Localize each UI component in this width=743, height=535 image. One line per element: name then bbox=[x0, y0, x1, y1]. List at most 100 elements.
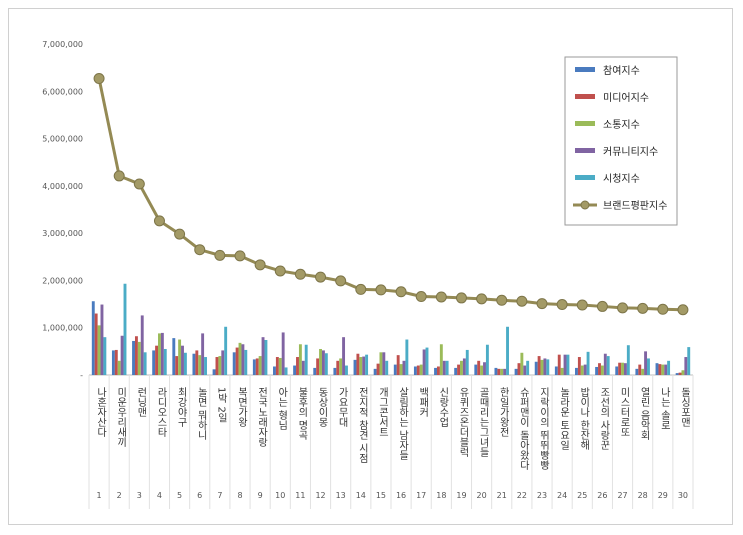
bar bbox=[215, 357, 219, 375]
rank-label: 13 bbox=[336, 491, 346, 500]
bar bbox=[385, 360, 389, 375]
bar bbox=[140, 315, 144, 375]
line-point bbox=[375, 284, 387, 296]
legend-label: 시청지수 bbox=[603, 173, 640, 185]
category-label: 최강야구 bbox=[175, 387, 187, 428]
bar bbox=[100, 304, 104, 375]
category-label: 전국노래자랑 bbox=[256, 387, 268, 447]
bar bbox=[462, 358, 466, 375]
rank-label: 25 bbox=[577, 491, 587, 500]
line-point bbox=[617, 302, 629, 314]
bar bbox=[566, 354, 570, 375]
bar bbox=[606, 356, 610, 375]
bar bbox=[218, 356, 222, 375]
legend-swatch bbox=[575, 67, 595, 72]
series-5 bbox=[103, 283, 691, 375]
bar bbox=[534, 361, 538, 375]
bar bbox=[281, 332, 285, 375]
bar bbox=[460, 360, 463, 375]
category-label: 미스터로또 bbox=[618, 387, 630, 437]
bar bbox=[523, 365, 527, 375]
bar bbox=[252, 359, 256, 375]
bar bbox=[132, 340, 135, 375]
bar bbox=[301, 360, 305, 375]
legend-label: 미디어지수 bbox=[603, 92, 649, 104]
bar bbox=[155, 345, 159, 375]
rank-label: 22 bbox=[517, 491, 527, 500]
category-label: 열린 음악회 bbox=[638, 387, 650, 441]
bar bbox=[336, 360, 340, 375]
bar bbox=[465, 349, 469, 375]
rank-label: 15 bbox=[376, 491, 386, 500]
bar bbox=[123, 283, 127, 375]
category-label: 미운우리새끼 bbox=[115, 387, 127, 448]
bar bbox=[540, 359, 544, 375]
bar bbox=[359, 357, 363, 375]
category-label: 나는 솔로 bbox=[658, 387, 670, 430]
bar bbox=[644, 351, 648, 375]
bar bbox=[623, 363, 627, 375]
bar bbox=[275, 357, 279, 375]
bar bbox=[506, 326, 509, 375]
bar bbox=[353, 359, 357, 375]
line-series bbox=[93, 73, 689, 316]
bar bbox=[667, 360, 671, 375]
bar bbox=[158, 333, 161, 375]
series-1 bbox=[91, 301, 679, 375]
bar bbox=[439, 344, 443, 375]
bar bbox=[422, 349, 426, 375]
bar bbox=[376, 363, 380, 375]
bar bbox=[595, 366, 599, 375]
rank-label: 3 bbox=[137, 491, 142, 500]
bar bbox=[143, 352, 147, 375]
line-point bbox=[596, 300, 608, 312]
bar bbox=[345, 365, 348, 375]
rank-label: 12 bbox=[315, 491, 325, 500]
bar bbox=[537, 356, 541, 375]
legend-label: 소통지수 bbox=[603, 119, 640, 131]
bar bbox=[235, 347, 239, 375]
rank-label: 29 bbox=[658, 491, 668, 500]
legend-label: 참여지수 bbox=[603, 65, 640, 77]
bar bbox=[615, 366, 619, 375]
bar bbox=[583, 364, 587, 375]
rank-label: 23 bbox=[537, 491, 547, 500]
category-labels: 나혼자산다 1 미운우리새끼 2 런닝맨 3 라디오스타 4 최강야구 5 놀면 뭐하니 6 1박 2일… bbox=[95, 387, 690, 500]
bar bbox=[405, 339, 409, 375]
bar bbox=[273, 366, 276, 375]
bar bbox=[563, 354, 567, 375]
category-label: 개그콘서트 bbox=[376, 387, 388, 437]
bar bbox=[178, 339, 182, 375]
bar bbox=[425, 347, 429, 375]
category-label: 놀면 뭐하니 bbox=[195, 387, 207, 441]
bar bbox=[396, 355, 400, 375]
legend-label: 커뮤니티지수 bbox=[603, 146, 658, 158]
bar bbox=[454, 367, 458, 375]
line-point bbox=[476, 293, 488, 305]
rank-label: 10 bbox=[275, 491, 285, 500]
category-label: 조선의 사랑꾼 bbox=[598, 387, 610, 450]
bar bbox=[416, 365, 420, 375]
bar bbox=[175, 356, 179, 375]
category-label: 런닝맨 bbox=[135, 387, 147, 417]
bar bbox=[91, 301, 95, 375]
bar bbox=[681, 370, 685, 375]
bar bbox=[304, 344, 308, 375]
category-label: 슈퍼맨이 돌아왔다 bbox=[517, 387, 529, 471]
bar bbox=[413, 366, 417, 375]
category-label: 밥이나 한잔해 bbox=[578, 387, 590, 451]
bar bbox=[319, 348, 322, 375]
bar bbox=[316, 358, 320, 375]
category-label: 아는 형님 bbox=[276, 387, 288, 430]
line-point bbox=[637, 302, 649, 314]
bar bbox=[641, 368, 645, 375]
bar bbox=[114, 349, 118, 375]
bar bbox=[514, 368, 518, 375]
category-label: 복면가왕 bbox=[236, 387, 248, 427]
bar bbox=[678, 372, 682, 375]
category-label: 살림하는 남자들 bbox=[397, 387, 409, 460]
bar bbox=[373, 368, 377, 375]
line-point bbox=[395, 286, 407, 298]
bar bbox=[483, 362, 486, 375]
